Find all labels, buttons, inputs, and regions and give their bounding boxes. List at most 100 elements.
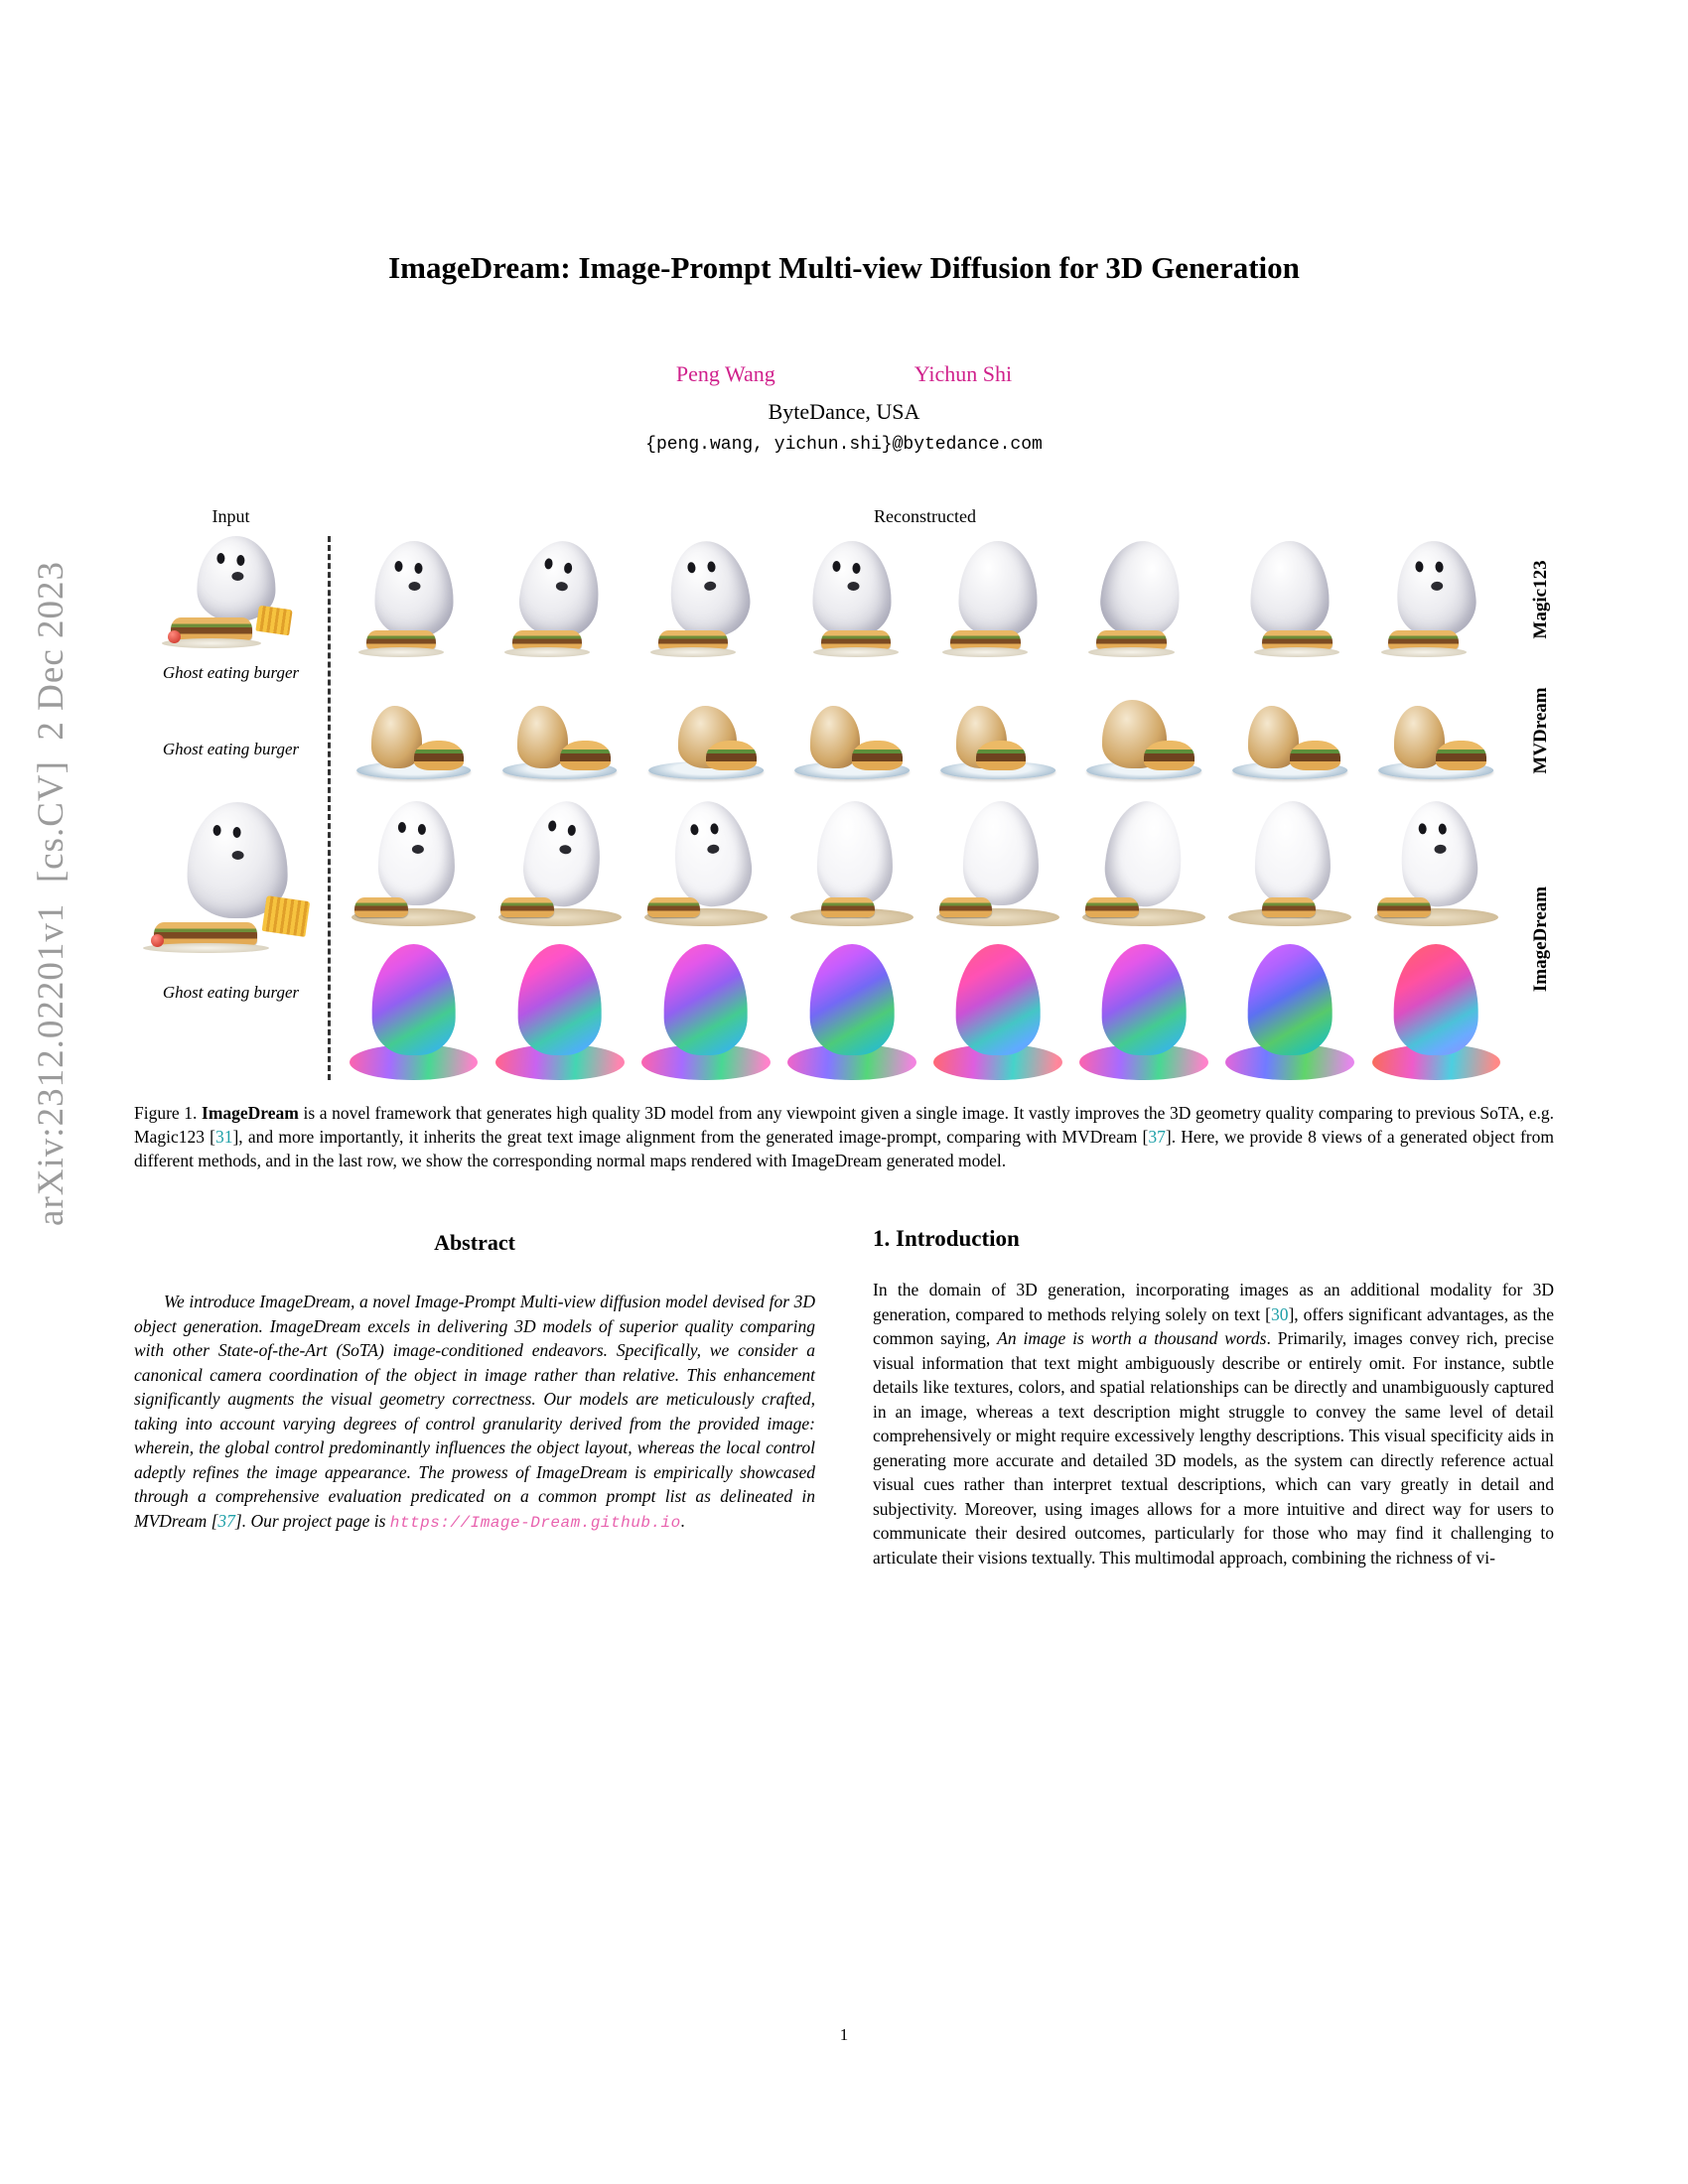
burger-shape bbox=[1436, 741, 1487, 771]
meal-shape bbox=[646, 897, 701, 918]
rendered-view bbox=[927, 941, 1068, 1080]
figure-1: Input Reconstructed bbox=[134, 500, 1554, 1172]
citation-ref[interactable]: 31 bbox=[214, 1126, 233, 1147]
project-page-link[interactable]: https://Image-Dream.github.io bbox=[389, 1513, 681, 1532]
ghost-shape bbox=[514, 536, 605, 642]
figure-row-imagedream bbox=[344, 798, 1506, 929]
render-placeholder bbox=[490, 941, 630, 1080]
draped-ghost-shape bbox=[517, 706, 569, 769]
introduction-column: 1. Introduction In the domain of 3D gene… bbox=[873, 1226, 1554, 1570]
plate-shape bbox=[1380, 646, 1467, 657]
ghost-shape bbox=[1097, 537, 1185, 641]
burger-shape bbox=[657, 629, 729, 650]
render-placeholder bbox=[1220, 798, 1360, 929]
render-placeholder bbox=[1366, 536, 1506, 663]
render-placeholder bbox=[781, 941, 921, 1080]
plate-shape bbox=[813, 646, 900, 657]
fries-shape bbox=[255, 605, 293, 636]
base-plate-shape bbox=[1228, 908, 1352, 927]
rendered-view bbox=[490, 941, 631, 1080]
render-placeholder bbox=[1366, 798, 1506, 929]
abstract-column: Abstract We introduce ImageDream, a nove… bbox=[134, 1226, 815, 1570]
text-part: We introduce ImageDream, a novel Image-P… bbox=[134, 1292, 815, 1531]
rendered-view bbox=[927, 536, 1068, 663]
arxiv-stamp: arXiv:2312.02201v1 [cs.CV] 2 Dec 2023 bbox=[31, 561, 71, 1226]
paper-header: ImageDream: Image-Prompt Multi-view Diff… bbox=[0, 0, 1688, 455]
text-part: is a novel framework that generates high… bbox=[134, 1103, 1554, 1147]
affiliation: ByteDance, USA bbox=[768, 399, 920, 424]
burger-shape bbox=[1084, 897, 1139, 918]
rendered-view bbox=[1073, 798, 1214, 929]
burger-shape bbox=[500, 897, 555, 918]
burger-shape bbox=[354, 897, 408, 918]
citation-ref[interactable]: 30 bbox=[1270, 1303, 1289, 1324]
burger-shape bbox=[950, 629, 1021, 650]
render-placeholder bbox=[781, 798, 921, 929]
ghost-shape bbox=[518, 798, 607, 910]
plate-shape bbox=[503, 646, 591, 657]
draped-ghost-shape bbox=[1394, 706, 1445, 769]
plate-shape bbox=[142, 943, 269, 954]
burger-shape bbox=[820, 897, 875, 918]
rendered-view bbox=[1365, 798, 1506, 929]
figure-column-headers: Input Reconstructed bbox=[134, 500, 1554, 532]
burger-shape bbox=[559, 741, 611, 771]
text-part: ]. Here, we provide 8 views of a generat… bbox=[134, 1126, 1554, 1170]
email-line: {peng.wang, yichun.shi}@bytedance.com bbox=[645, 435, 1043, 455]
normal-map-ghost-shape bbox=[955, 943, 1041, 1055]
rendered-view bbox=[635, 798, 776, 929]
render-placeholder bbox=[344, 941, 484, 1080]
render-placeholder bbox=[928, 798, 1068, 929]
ghost-shape bbox=[374, 541, 454, 638]
meal-shape bbox=[820, 897, 875, 918]
rendered-view bbox=[344, 675, 485, 786]
render-placeholder bbox=[1366, 941, 1506, 1080]
rendered-view bbox=[781, 798, 922, 929]
meal-shape bbox=[503, 629, 591, 657]
author-list: Peng Wang Yichun Shi bbox=[0, 361, 1688, 387]
citation-ref[interactable]: 37 bbox=[217, 1510, 235, 1531]
author-name-2[interactable]: Yichun Shi bbox=[914, 361, 1013, 386]
rendered-view bbox=[490, 536, 631, 663]
author-name-1[interactable]: Peng Wang bbox=[675, 361, 775, 386]
figure-row-magic123 bbox=[344, 536, 1506, 663]
two-column-body: Abstract We introduce ImageDream, a nove… bbox=[134, 1226, 1554, 1570]
rendered-view bbox=[1219, 536, 1360, 663]
rendered-view bbox=[1073, 536, 1214, 663]
meal-shape bbox=[938, 897, 993, 918]
render-placeholder bbox=[781, 536, 921, 663]
rendered-view bbox=[344, 536, 485, 663]
rendered-view bbox=[1365, 536, 1506, 663]
render-placeholder bbox=[490, 536, 630, 663]
render-placeholder bbox=[635, 536, 775, 663]
rendered-view bbox=[635, 941, 776, 1080]
burger-shape bbox=[820, 629, 892, 650]
rendered-view bbox=[490, 675, 631, 786]
draped-ghost-shape bbox=[809, 706, 861, 769]
input-caption: Ghost eating burger bbox=[162, 740, 300, 758]
meal-shape bbox=[1084, 897, 1139, 918]
burger-shape bbox=[511, 629, 583, 650]
plate-shape bbox=[1254, 646, 1340, 657]
rendered-view bbox=[1365, 675, 1506, 786]
ghost-shape bbox=[816, 800, 893, 906]
meal-shape bbox=[650, 629, 737, 657]
burger-shape bbox=[1144, 741, 1195, 771]
text-part: ]. Our project page is bbox=[234, 1510, 390, 1531]
input-block-mvdream: Ghost eating burger bbox=[134, 740, 328, 759]
ghost-shape bbox=[1101, 798, 1187, 909]
render-placeholder bbox=[1074, 675, 1214, 786]
ghost-shape bbox=[1392, 537, 1480, 641]
rendered-view bbox=[1219, 941, 1360, 1080]
paper-title: ImageDream: Image-Prompt Multi-view Diff… bbox=[388, 250, 1300, 285]
render-placeholder bbox=[928, 536, 1068, 663]
burger-shape bbox=[1262, 897, 1316, 918]
citation-ref[interactable]: 37 bbox=[1148, 1126, 1166, 1147]
rendered-view bbox=[1073, 675, 1214, 786]
figure-row-normal-maps bbox=[344, 941, 1506, 1080]
text-part: ], and more importantly, it inherits the… bbox=[232, 1126, 1149, 1147]
method-label-mvdream: MVDream bbox=[1530, 687, 1551, 774]
render-placeholder bbox=[1220, 941, 1360, 1080]
normal-map-ghost-shape bbox=[809, 943, 895, 1055]
render-placeholder bbox=[635, 798, 775, 929]
